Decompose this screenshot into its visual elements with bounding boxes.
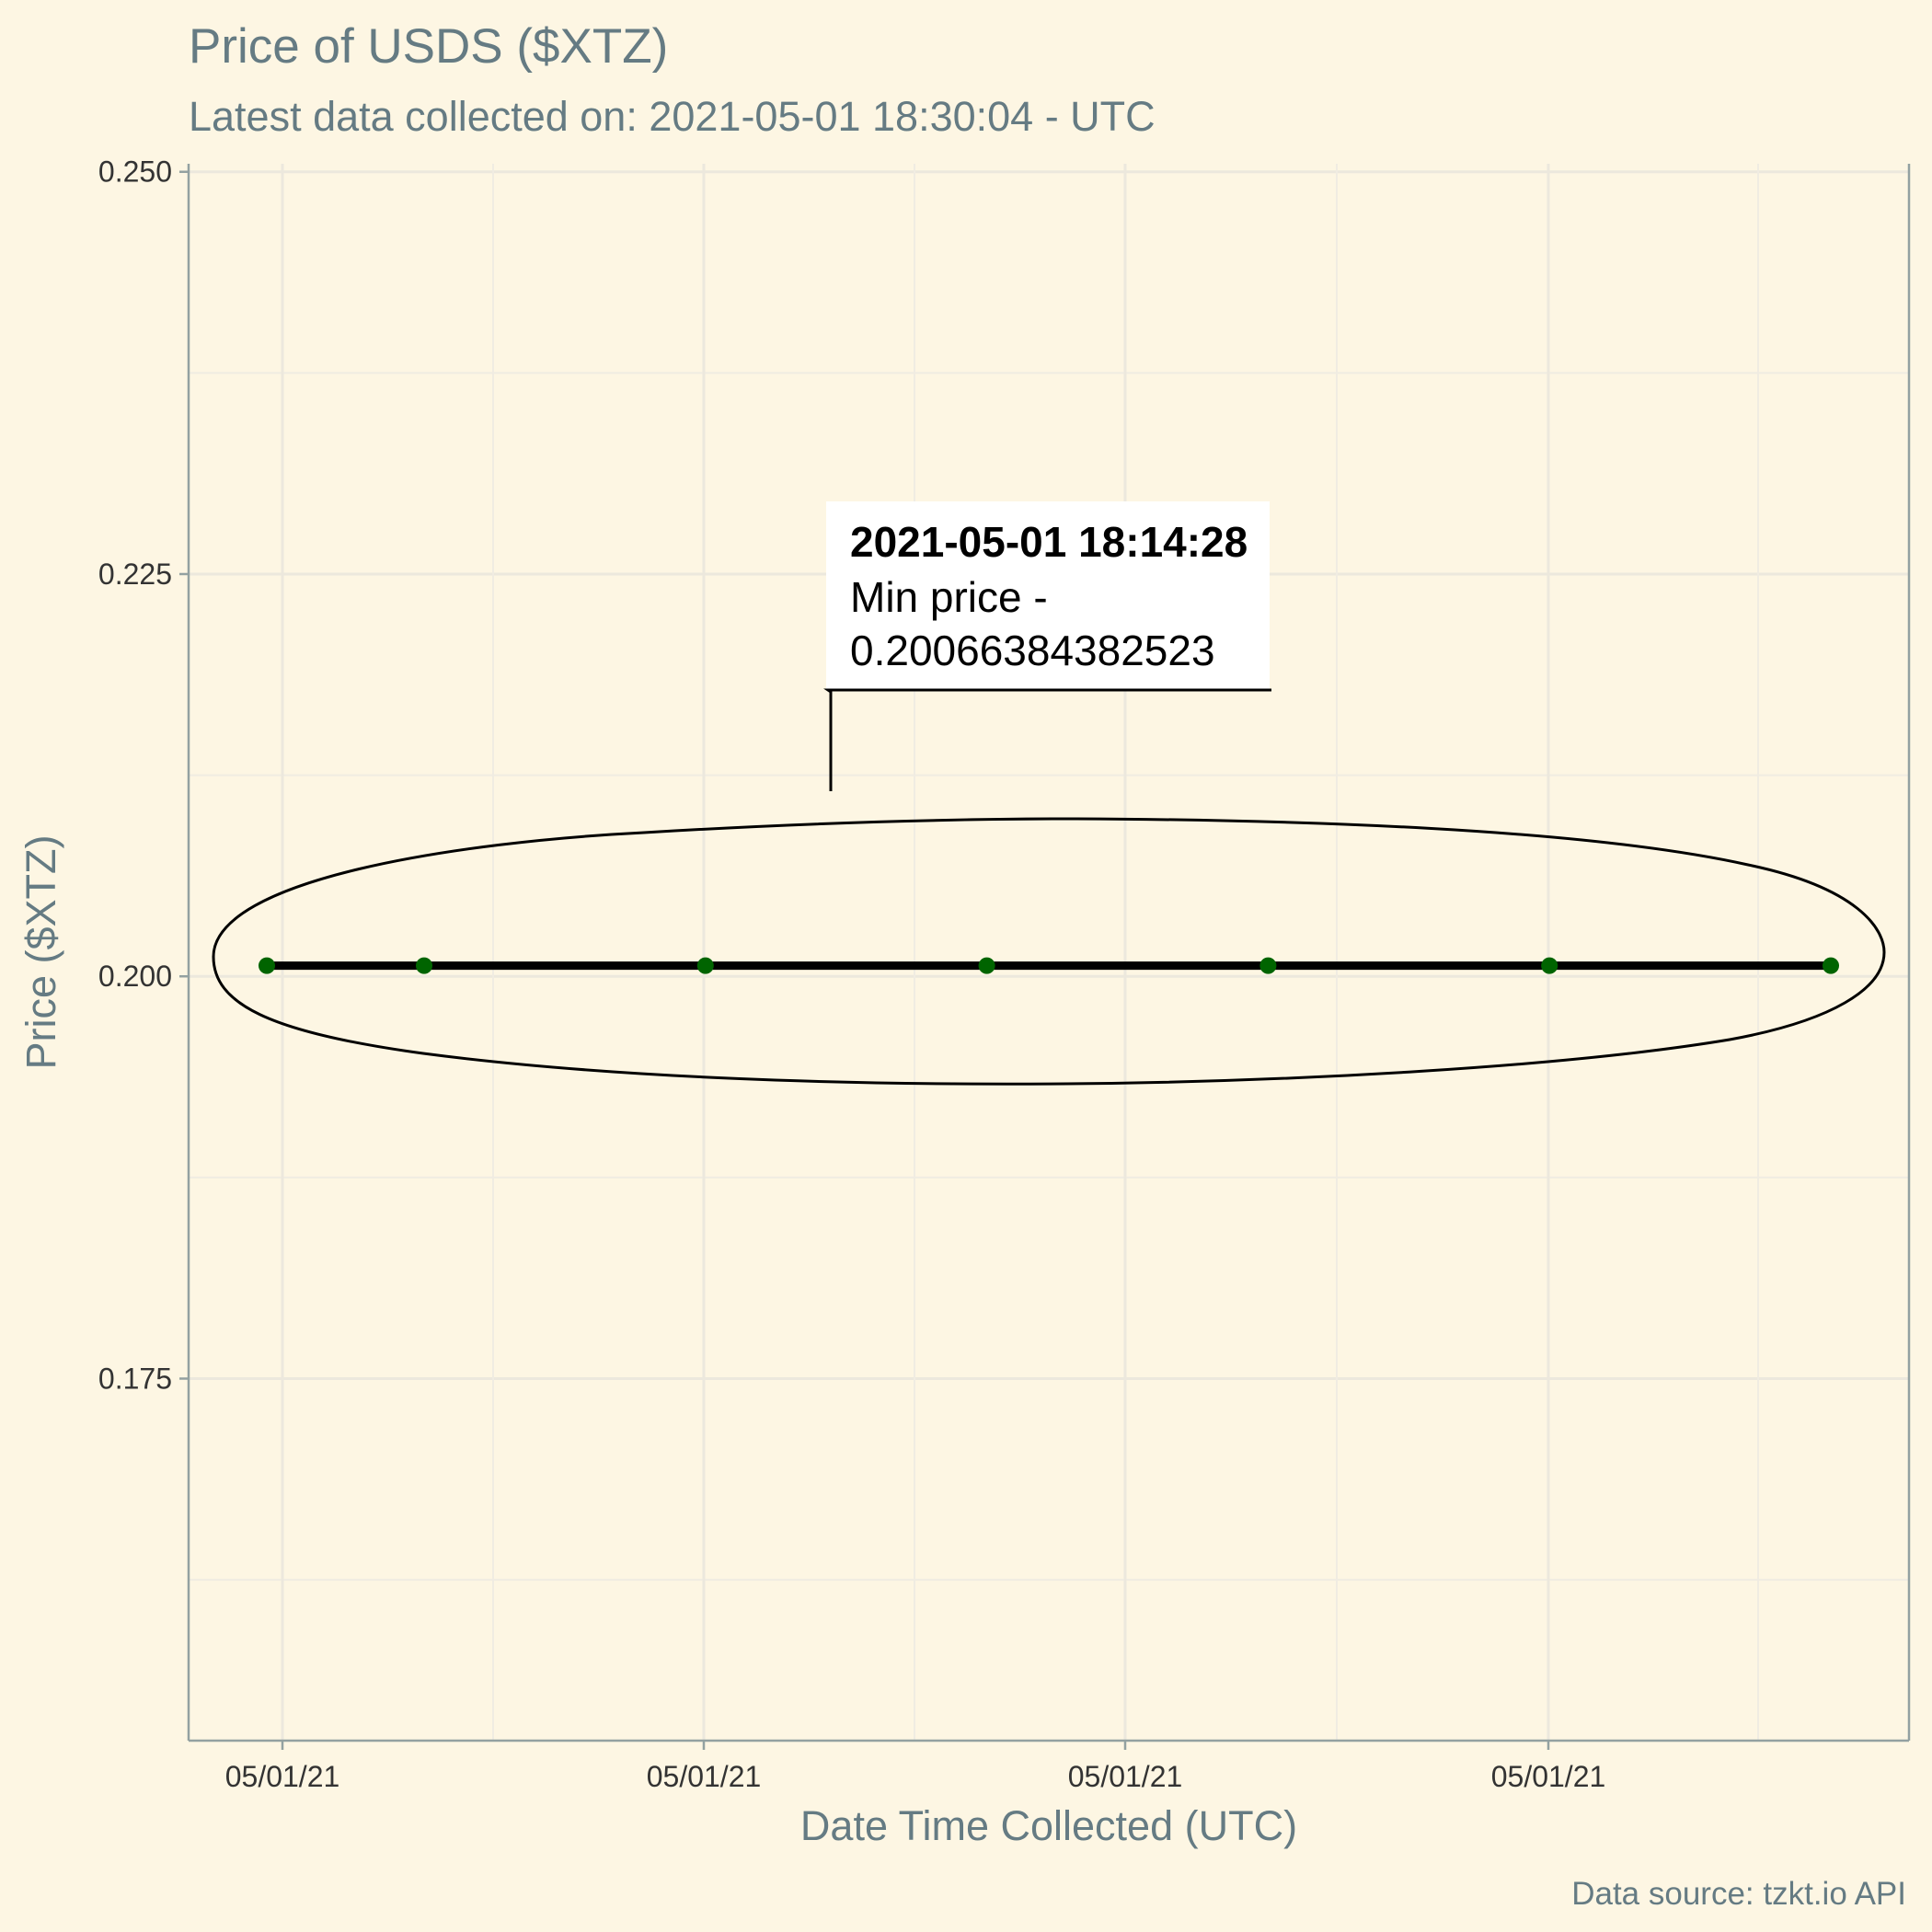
x-tick-label: 05/01/21 bbox=[1491, 1760, 1606, 1793]
annotation-line-1: Min price - bbox=[850, 573, 1048, 621]
chart-subtitle: Latest data collected on: 2021-05-01 18:… bbox=[189, 93, 1156, 140]
data-point bbox=[1823, 957, 1839, 974]
x-axis-title: Date Time Collected (UTC) bbox=[800, 1802, 1297, 1849]
data-point bbox=[416, 957, 432, 974]
data-point bbox=[1259, 957, 1277, 974]
data-point bbox=[978, 957, 995, 974]
annotation-layer: 2021-05-01 18:14:28 Min price - 0.200663… bbox=[823, 501, 1271, 791]
y-tick-label: 0.225 bbox=[98, 558, 172, 591]
axis-layer: 0.175 0.200 0.225 0.250 05/01/21 05/01/21 05/0… bbox=[98, 155, 1911, 1793]
data-point bbox=[1541, 957, 1558, 974]
x-tick-label: 05/01/21 bbox=[647, 1760, 762, 1793]
label-layer: Price of USDS ($XTZ) Latest data collect… bbox=[17, 19, 1906, 1912]
highlight-ellipse bbox=[212, 817, 1886, 1086]
y-tick-label: 0.250 bbox=[98, 155, 172, 189]
x-tick-label: 05/01/21 bbox=[225, 1760, 340, 1793]
annotation-line-2: 0.20066384382523 bbox=[850, 627, 1215, 674]
y-tick-label: 0.200 bbox=[98, 960, 172, 993]
annotation-box bbox=[826, 501, 1270, 690]
y-tick-label: 0.175 bbox=[98, 1362, 172, 1395]
y-axis-title: Price ($XTZ) bbox=[17, 834, 64, 1069]
grid-layer bbox=[189, 164, 1909, 1741]
annotation-leader-line bbox=[823, 688, 1271, 791]
data-point bbox=[696, 957, 714, 974]
highlight-ellipse-layer bbox=[212, 817, 1886, 1086]
x-tick-label: 05/01/21 bbox=[1068, 1760, 1183, 1793]
data-point bbox=[259, 957, 275, 974]
series-layer bbox=[259, 957, 1839, 974]
annotation-title: 2021-05-01 18:14:28 bbox=[850, 518, 1248, 566]
chart-caption: Data source: tzkt.io API bbox=[1571, 1876, 1906, 1912]
chart-title: Price of USDS ($XTZ) bbox=[189, 19, 668, 74]
